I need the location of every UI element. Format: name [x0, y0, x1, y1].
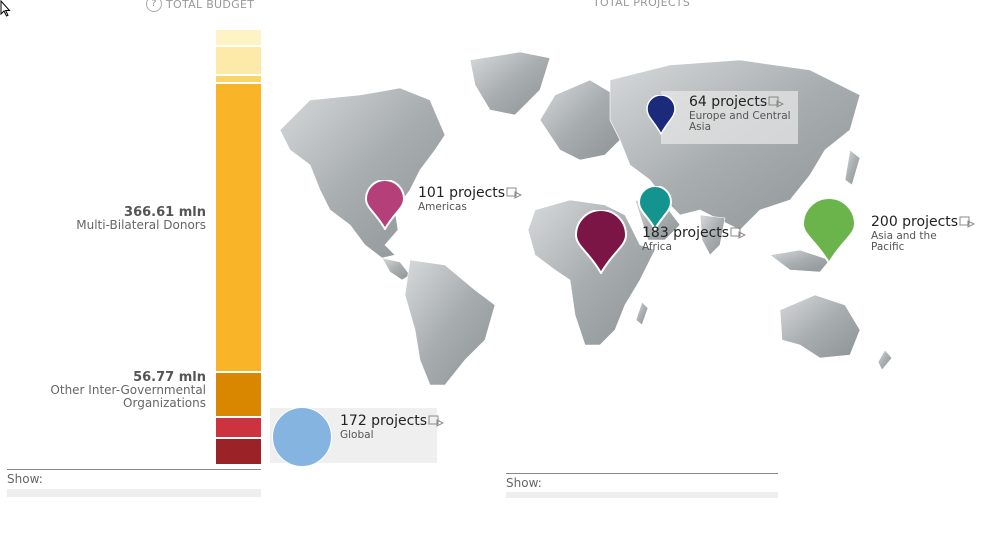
- map-pin-europe-icon[interactable]: [646, 95, 676, 135]
- map-pin-asia-pacific-icon[interactable]: [802, 198, 856, 264]
- divider: [506, 473, 778, 474]
- region-panel-europe[interactable]: [661, 91, 798, 144]
- region-name: Global: [340, 429, 374, 441]
- help-icon[interactable]: ?: [146, 0, 162, 12]
- map-pin-africa-icon[interactable]: [575, 210, 627, 274]
- region-name: Asia and the: [871, 230, 937, 242]
- budget-segment[interactable]: [216, 439, 261, 464]
- budget-stacked-bar: [216, 30, 261, 464]
- show-filter-bar[interactable]: [7, 489, 261, 497]
- budget-segment[interactable]: [216, 418, 261, 437]
- project-count: 64 projects: [689, 94, 768, 110]
- total-budget-title: TOTAL BUDGET: [166, 0, 255, 11]
- region-label-europe: 64 projects Europe and Central Asia: [689, 94, 791, 133]
- compare-icon[interactable]: [506, 187, 523, 199]
- budget-segment-multi-bilateral-donors[interactable]: [216, 84, 261, 371]
- region-name: Asia: [689, 121, 712, 133]
- total-budget-header: ? TOTAL BUDGET: [146, 0, 254, 12]
- region-label-asia-pacific: 200 projects Asia and the Pacific: [871, 214, 976, 253]
- budget-label-mbd: 366.61 mln Multi-Bilateral Donors: [76, 206, 206, 232]
- region-name: Americas: [418, 201, 467, 213]
- budget-value: 366.61 mln: [124, 205, 206, 220]
- total-projects-title: TOTAL PROJECTS: [593, 0, 691, 9]
- region-name: Europe and Central: [689, 110, 791, 122]
- map-pin-americas-icon[interactable]: [365, 180, 405, 230]
- project-count: 200 projects: [871, 214, 959, 230]
- show-filter-bar[interactable]: [506, 492, 778, 498]
- budget-segment-other-igo[interactable]: [216, 373, 261, 416]
- project-count: 172 projects: [340, 413, 428, 429]
- map-pin-arab-states-icon[interactable]: [638, 186, 672, 230]
- show-label: Show:: [506, 476, 542, 490]
- compare-icon[interactable]: [768, 96, 785, 108]
- divider: [7, 469, 261, 470]
- budget-donor-name: Multi-Bilateral Donors: [76, 218, 206, 232]
- compare-icon[interactable]: [428, 415, 445, 427]
- budget-value: 56.77 mln: [133, 370, 206, 385]
- show-label: Show:: [7, 472, 43, 486]
- region-label-americas: 101 projects Americas: [418, 185, 523, 213]
- budget-donor-name: Organizations: [123, 396, 206, 410]
- budget-segment[interactable]: [216, 76, 261, 82]
- project-count: 183 projects: [642, 225, 730, 241]
- compare-icon[interactable]: [730, 227, 747, 239]
- mouse-cursor-icon: [0, 0, 11, 17]
- budget-label-oigo: 56.77 mln Other Inter-Governmental Organ…: [50, 371, 206, 410]
- budget-donor-name: Other Inter-Governmental: [50, 383, 206, 397]
- budget-segment[interactable]: [216, 47, 261, 74]
- region-name: Africa: [642, 241, 672, 253]
- world-map: [279, 51, 893, 386]
- budget-segment[interactable]: [216, 30, 261, 45]
- compare-icon[interactable]: [959, 216, 976, 228]
- region-name: Pacific: [871, 241, 905, 253]
- region-label-global: 172 projects Global: [340, 413, 445, 441]
- region-label-africa: 183 projects Africa: [642, 225, 747, 253]
- global-circle-icon[interactable]: [272, 407, 332, 467]
- project-count: 101 projects: [418, 185, 506, 201]
